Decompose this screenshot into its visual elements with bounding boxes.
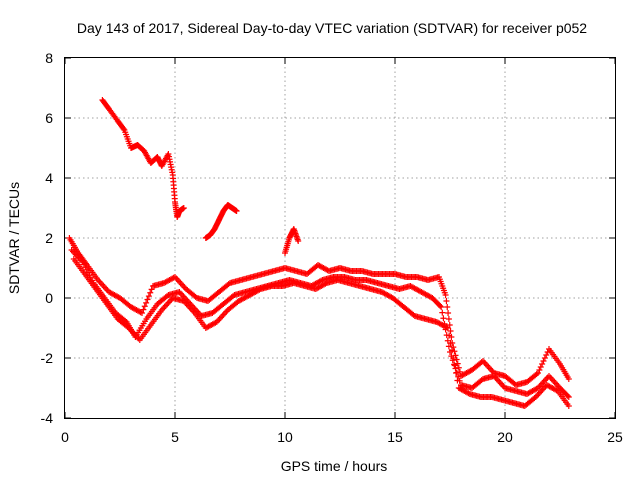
series-track-d [99, 97, 187, 220]
series-track-c [70, 256, 572, 409]
data-point [445, 343, 452, 350]
data-point [541, 355, 548, 361]
data-point [565, 394, 572, 400]
y-axis-title: SDTVAR / TECUs [6, 182, 22, 294]
data-point [533, 371, 540, 378]
data-point [448, 347, 455, 354]
data-point [450, 355, 457, 361]
data-point [454, 360, 461, 367]
y-tick-label: 6 [45, 110, 53, 126]
x-tick-label: 10 [277, 429, 293, 445]
data-point [80, 261, 87, 268]
data-point [318, 277, 325, 284]
data-point [544, 349, 551, 355]
data-point [453, 356, 460, 363]
data-point [137, 309, 144, 316]
data-point [145, 293, 152, 300]
data-point [539, 361, 546, 367]
data-point [141, 303, 148, 310]
data-point [565, 403, 572, 409]
data-point [440, 315, 447, 322]
data-point [450, 344, 457, 351]
data-point [465, 390, 472, 397]
data-point [295, 238, 302, 244]
data-point [447, 328, 454, 334]
data-point [322, 280, 329, 287]
x-axis-title: GPS time / hours [281, 458, 388, 474]
data-point [444, 304, 451, 310]
x-tick-label: 5 [171, 429, 179, 445]
plot-frame [64, 57, 616, 419]
x-tick-label: 0 [61, 429, 69, 445]
data-point [536, 367, 543, 373]
data-point [256, 286, 263, 293]
data-point [439, 309, 446, 316]
data-point [540, 358, 547, 364]
y-tick-label: 8 [45, 50, 53, 66]
data-point [451, 362, 458, 369]
data-point [180, 205, 187, 211]
data-point [456, 368, 463, 375]
data-point [139, 310, 145, 316]
data-point [140, 306, 147, 313]
data-point [453, 370, 460, 376]
data-point [553, 387, 560, 394]
data-point [82, 264, 89, 271]
data-point [454, 377, 461, 384]
data-point [445, 316, 452, 322]
data-point [447, 340, 454, 346]
data-point [455, 364, 462, 371]
data-point [445, 310, 452, 316]
data-point [120, 125, 127, 132]
data-point [443, 298, 450, 304]
data-point [564, 392, 571, 399]
y-tick-label: 2 [45, 230, 53, 246]
y-tick-label: 0 [45, 290, 53, 306]
x-tick-label: 15 [387, 429, 403, 445]
data-point [455, 373, 462, 380]
series-track-b [68, 247, 572, 400]
data-point [443, 324, 450, 331]
grid-lines [65, 58, 615, 418]
data-point [143, 299, 150, 306]
data-point [148, 286, 155, 293]
y-tick-label: -2 [41, 350, 54, 366]
data-point [438, 304, 445, 310]
data-point [144, 296, 151, 303]
data-point [79, 259, 86, 265]
x-tick-label: 20 [497, 429, 513, 445]
data-point [124, 323, 131, 330]
data-point [437, 302, 444, 309]
data-point [446, 332, 453, 339]
y-tick-label: 4 [45, 170, 53, 186]
series-track-e [202, 202, 302, 256]
chart-title: Day 143 of 2017, Sidereal Day-to-day VTE… [77, 20, 587, 36]
data-point [543, 352, 550, 358]
data-point [442, 292, 449, 298]
data-point [147, 289, 154, 296]
data-point [565, 376, 572, 382]
data-point [233, 208, 240, 214]
data-point [444, 325, 451, 331]
axis-ticks: 0 5 10 15 20 25 -4 -2 0 2 4 6 8 [41, 50, 623, 445]
data-point [537, 364, 544, 370]
data-points [66, 97, 572, 409]
data-point [535, 370, 541, 376]
data-point [170, 274, 177, 281]
data-point [531, 395, 538, 402]
series-track-a [66, 235, 572, 388]
y-tick-label: -4 [41, 410, 54, 426]
x-tick-label: 25 [607, 429, 623, 445]
